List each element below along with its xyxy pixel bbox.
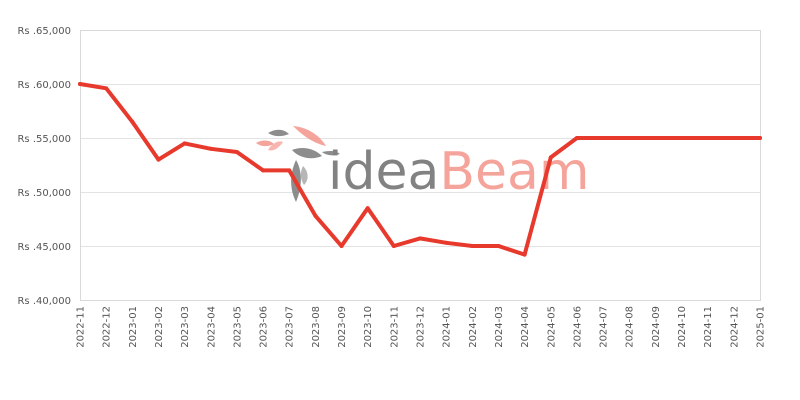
data-point	[287, 168, 292, 173]
x-axis-tick-labels: 2022-11 2022-12 2023-01 2023-02 2023-03 2023-…	[76, 306, 767, 348]
x-tick-label: 2023-09	[337, 306, 348, 348]
x-tick-label: 2025-01	[756, 306, 767, 348]
data-point	[705, 136, 710, 140]
y-tick-label: Rs .60,000	[17, 80, 71, 91]
data-point	[522, 252, 527, 257]
data-point	[313, 213, 318, 218]
y-tick-label: Rs .50,000	[17, 188, 71, 199]
data-point	[496, 244, 501, 248]
data-point	[679, 136, 684, 140]
watermark-text-idea: idea	[328, 142, 439, 202]
x-tick-label: 2022-12	[102, 306, 113, 348]
data-point	[731, 136, 736, 140]
y-tick-label: Rs .55,000	[17, 134, 71, 145]
data-point	[78, 82, 82, 86]
watermark-text-beam: Beam	[439, 142, 589, 202]
x-tick-label: 2024-03	[494, 306, 505, 348]
y-tick-label: Rs .40,000	[17, 296, 71, 307]
x-tick-label: 2024-04	[520, 306, 531, 348]
x-tick-label: 2024-09	[651, 306, 662, 348]
x-tick-label: 2023-06	[259, 306, 270, 348]
x-tick-label: 2023-07	[285, 306, 296, 348]
data-point	[182, 141, 187, 146]
data-point	[208, 146, 213, 151]
data-point	[470, 244, 475, 248]
x-tick-label: 2024-12	[729, 306, 740, 348]
x-tick-label: 2024-01	[442, 306, 453, 348]
data-point	[418, 236, 422, 241]
x-tick-label: 2024-07	[599, 306, 610, 348]
x-tick-label: 2023-11	[389, 306, 400, 348]
x-tick-label: 2024-06	[572, 306, 583, 348]
x-tick-label: 2023-03	[180, 306, 191, 348]
x-tick-label: 2024-10	[677, 306, 688, 348]
x-tick-label: 2023-10	[363, 306, 374, 348]
y-tick-label: Rs .45,000	[17, 242, 71, 253]
y-axis-tick-labels: Rs .40,000 Rs .45,000 Rs .50,000 Rs .55,000…	[17, 26, 71, 307]
data-point	[104, 86, 109, 91]
x-tick-label: 2024-02	[468, 306, 479, 348]
x-tick-label: 2023-12	[416, 306, 427, 348]
data-point	[601, 136, 606, 140]
plot-frame	[80, 30, 761, 301]
x-tick-label: 2024-11	[703, 306, 714, 348]
x-tick-label: 2023-04	[206, 306, 217, 348]
data-point	[653, 136, 658, 140]
x-tick-label: 2024-05	[546, 306, 557, 348]
x-tick-label: 2023-05	[232, 306, 243, 348]
x-tick-label: 2023-08	[311, 306, 322, 348]
y-tick-label: Rs .65,000	[17, 26, 71, 37]
data-point	[758, 136, 762, 140]
data-point	[627, 136, 632, 140]
data-point	[261, 168, 266, 173]
data-point	[130, 119, 135, 124]
watermark-text: ideaBeam	[328, 142, 590, 202]
data-point	[234, 150, 239, 155]
x-tick-label: 2024-08	[625, 306, 636, 348]
x-tick-label: 2023-01	[128, 306, 139, 348]
x-tick-label: 2023-02	[154, 306, 165, 348]
x-tick-label: 2022-11	[76, 306, 87, 348]
data-point	[339, 244, 344, 248]
data-point	[444, 240, 449, 245]
ideabeam-watermark: ideaBeam	[256, 126, 590, 202]
data-point	[574, 136, 579, 140]
series-layer	[78, 82, 762, 257]
data-point	[365, 206, 370, 211]
data-point	[391, 244, 396, 248]
data-point	[156, 157, 161, 162]
data-point	[548, 155, 553, 160]
